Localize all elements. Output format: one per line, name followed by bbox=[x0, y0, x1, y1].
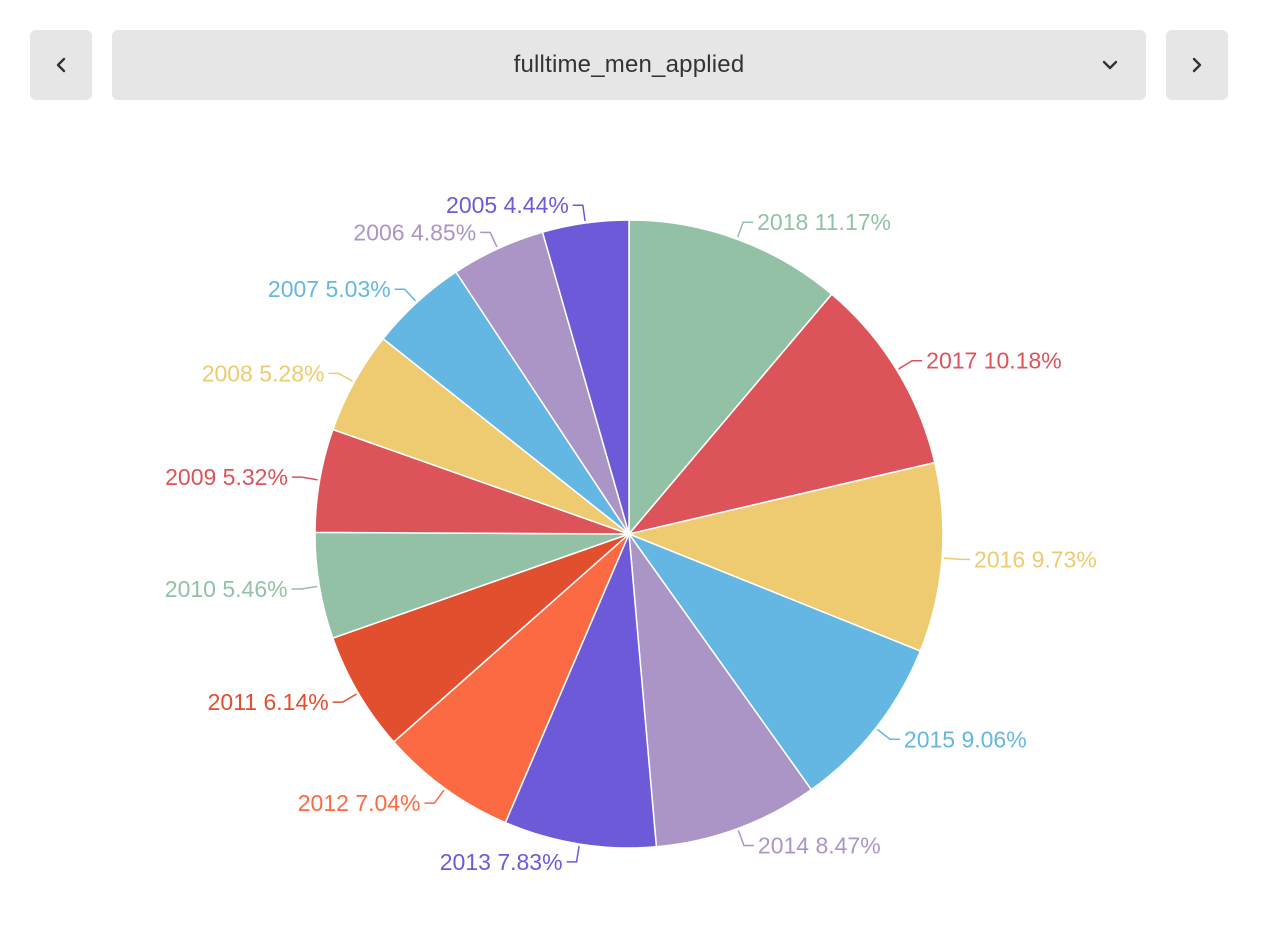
pie-slice-2012[interactable] bbox=[392, 533, 630, 824]
pie-slice-2011[interactable] bbox=[331, 533, 630, 744]
label-leader-2010 bbox=[291, 585, 318, 590]
pie-slice-2014[interactable] bbox=[628, 531, 813, 848]
slice-label-2012: 2012 7.04% bbox=[298, 790, 421, 816]
pie-slice-2015[interactable] bbox=[626, 532, 922, 791]
label-leader-2007 bbox=[394, 288, 417, 302]
chevron-right-icon bbox=[1192, 57, 1202, 73]
label-leader-2015 bbox=[876, 728, 900, 741]
slice-label-2008: 2008 5.28% bbox=[202, 360, 325, 386]
label-leader-2005 bbox=[572, 204, 586, 222]
label-leader-2011 bbox=[332, 693, 357, 703]
slice-label-2016: 2016 9.73% bbox=[974, 546, 1097, 572]
pie-labels: 2018 11.17% 2017 10.18% 2016 9.73% 2015 9.0… bbox=[165, 192, 1097, 875]
prev-button[interactable] bbox=[30, 30, 92, 100]
label-leader-2006 bbox=[480, 231, 498, 248]
slice-label-2017: 2017 10.18% bbox=[926, 348, 1062, 374]
slice-label-2006: 2006 4.85% bbox=[353, 219, 476, 245]
pie-slice-2017[interactable] bbox=[626, 293, 936, 536]
label-leader-2014 bbox=[737, 830, 754, 847]
label-leader-2017 bbox=[898, 359, 923, 370]
pie-slice-2018[interactable] bbox=[628, 219, 833, 537]
metric-select-value: fulltime_men_applied bbox=[513, 51, 745, 78]
chevron-down-icon bbox=[1102, 60, 1118, 70]
pie-slice-2005[interactable] bbox=[541, 219, 630, 535]
pie-slice-2013[interactable] bbox=[504, 533, 658, 849]
chevron-left-icon bbox=[56, 57, 66, 73]
slice-label-2018: 2018 11.17% bbox=[757, 209, 891, 235]
label-leader-2018 bbox=[736, 221, 754, 238]
label-leader-2016 bbox=[944, 557, 971, 561]
pie-slice-2016[interactable] bbox=[626, 461, 944, 653]
metric-select[interactable]: fulltime_men_applied bbox=[112, 30, 1146, 100]
slice-label-2009: 2009 5.32% bbox=[165, 464, 288, 490]
slice-label-2011: 2011 6.14% bbox=[208, 689, 329, 715]
label-leader-2009 bbox=[291, 476, 318, 481]
label-leader-2013 bbox=[566, 845, 580, 863]
slice-label-2014: 2014 8.47% bbox=[758, 832, 881, 858]
slice-label-2007: 2007 5.03% bbox=[268, 276, 391, 302]
slice-label-2010: 2010 5.46% bbox=[165, 576, 288, 602]
label-leader-2008 bbox=[328, 372, 353, 382]
slice-label-2013: 2013 7.83% bbox=[440, 849, 563, 875]
slice-label-2005: 2005 4.44% bbox=[446, 192, 569, 218]
label-leader-2012 bbox=[424, 789, 445, 804]
next-button[interactable] bbox=[1166, 30, 1228, 100]
pie-slices bbox=[314, 219, 944, 849]
slice-label-2015: 2015 9.06% bbox=[904, 726, 1027, 752]
